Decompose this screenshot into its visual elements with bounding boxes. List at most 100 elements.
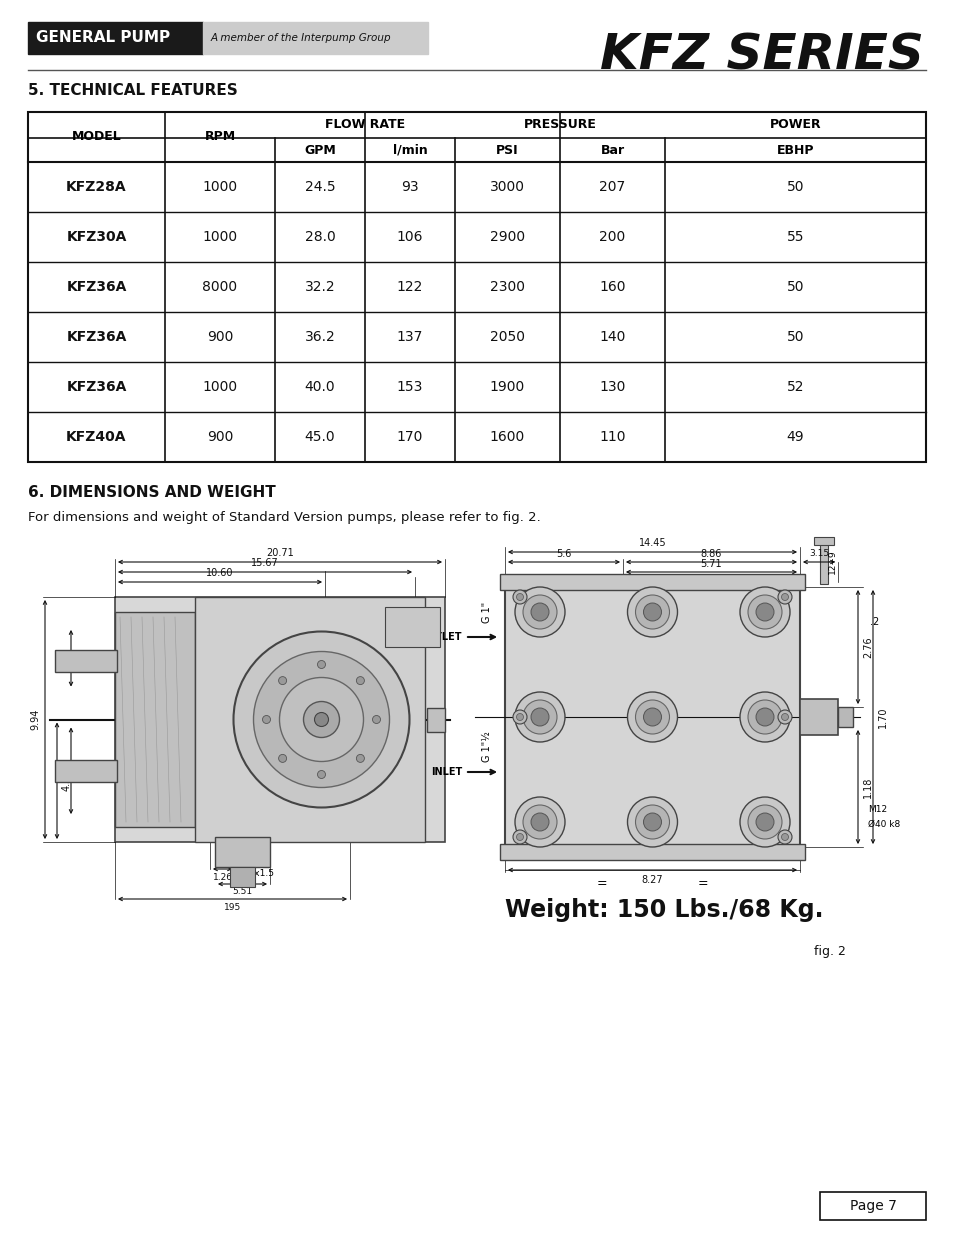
Circle shape	[515, 797, 564, 847]
Circle shape	[755, 603, 773, 621]
Circle shape	[627, 692, 677, 742]
Circle shape	[643, 813, 660, 831]
Text: 15.67: 15.67	[251, 558, 278, 568]
Circle shape	[635, 700, 669, 734]
Text: 3000: 3000	[490, 180, 524, 194]
Text: 52: 52	[786, 380, 803, 394]
Text: Bar: Bar	[599, 143, 624, 157]
Bar	[800, 699, 837, 735]
Text: 93: 93	[401, 180, 418, 194]
Circle shape	[513, 710, 526, 724]
Text: EBHP: EBHP	[776, 143, 814, 157]
Circle shape	[781, 714, 788, 720]
Text: 153: 153	[396, 380, 423, 394]
Text: M12: M12	[867, 805, 886, 815]
Text: 55: 55	[786, 230, 803, 245]
Bar	[813, 537, 833, 545]
Circle shape	[516, 594, 523, 600]
Bar	[203, 22, 428, 54]
Text: 8.27: 8.27	[641, 876, 662, 885]
Circle shape	[279, 678, 363, 762]
Text: 12+9: 12+9	[826, 550, 836, 574]
Circle shape	[522, 805, 557, 839]
Bar	[820, 542, 827, 584]
Bar	[214, 837, 270, 867]
Text: 2300: 2300	[490, 280, 524, 294]
Text: 50: 50	[786, 280, 803, 294]
Text: Page 7: Page 7	[849, 1199, 896, 1213]
Circle shape	[356, 755, 364, 762]
Bar	[55, 650, 117, 672]
Circle shape	[643, 603, 660, 621]
Text: KFZ36A: KFZ36A	[67, 380, 127, 394]
Circle shape	[740, 692, 789, 742]
Circle shape	[262, 715, 271, 724]
Circle shape	[317, 661, 325, 668]
Circle shape	[516, 714, 523, 720]
Text: 200: 200	[598, 230, 625, 245]
Circle shape	[513, 830, 526, 844]
Text: 2.52: 2.52	[76, 647, 86, 669]
Text: A member of the Interpump Group: A member of the Interpump Group	[211, 33, 392, 43]
Text: 1000: 1000	[202, 380, 237, 394]
Text: 14.45: 14.45	[638, 538, 665, 548]
Text: 3.15: 3.15	[808, 550, 828, 558]
Bar	[427, 708, 444, 731]
Text: 900: 900	[207, 430, 233, 445]
Text: POWER: POWER	[769, 119, 821, 131]
Circle shape	[755, 813, 773, 831]
Circle shape	[513, 590, 526, 604]
Bar	[837, 706, 852, 727]
Text: 36.2: 36.2	[304, 330, 335, 345]
Text: Weight: 150 Lbs./68 Kg.: Weight: 150 Lbs./68 Kg.	[504, 898, 822, 923]
Text: GPM: GPM	[304, 143, 335, 157]
Circle shape	[531, 603, 548, 621]
Text: 50: 50	[786, 180, 803, 194]
Text: 2050: 2050	[490, 330, 524, 345]
Text: 130: 130	[598, 380, 625, 394]
Text: .2: .2	[869, 618, 879, 627]
Text: M16x1.5: M16x1.5	[235, 869, 274, 878]
Circle shape	[778, 590, 791, 604]
Circle shape	[740, 797, 789, 847]
Circle shape	[747, 700, 781, 734]
Bar	[55, 760, 117, 782]
Circle shape	[303, 701, 339, 737]
Circle shape	[778, 830, 791, 844]
Text: 137: 137	[396, 330, 423, 345]
Bar	[28, 112, 925, 462]
Bar	[28, 22, 203, 54]
Text: 2900: 2900	[490, 230, 524, 245]
Text: KFZ40A: KFZ40A	[66, 430, 127, 445]
Text: For dimensions and weight of Standard Version pumps, please refer to fig. 2.: For dimensions and weight of Standard Ve…	[28, 511, 540, 524]
Text: 9.94: 9.94	[30, 709, 40, 730]
Text: 160: 160	[598, 280, 625, 294]
Text: 10.60: 10.60	[206, 568, 233, 578]
Text: 1600: 1600	[489, 430, 524, 445]
Text: 2.76: 2.76	[862, 636, 872, 658]
Text: 1000: 1000	[202, 180, 237, 194]
Circle shape	[531, 708, 548, 726]
Text: 5.51: 5.51	[233, 888, 253, 897]
Text: 122: 122	[396, 280, 423, 294]
Text: KFZ36A: KFZ36A	[67, 280, 127, 294]
Text: 5.6: 5.6	[556, 550, 571, 559]
Text: =: =	[597, 878, 607, 890]
Text: 20.71: 20.71	[266, 548, 294, 558]
Circle shape	[515, 587, 564, 637]
Text: 49: 49	[786, 430, 803, 445]
Bar	[499, 574, 804, 590]
Text: 110: 110	[598, 430, 625, 445]
Bar	[115, 597, 444, 842]
Circle shape	[314, 713, 328, 726]
Text: 4.33: 4.33	[62, 771, 71, 792]
Text: G 1"½: G 1"½	[481, 731, 492, 762]
Text: fig. 2: fig. 2	[813, 945, 845, 958]
Text: FLOW RATE: FLOW RATE	[325, 119, 405, 131]
Circle shape	[635, 805, 669, 839]
Text: KFZ36A: KFZ36A	[67, 330, 127, 345]
Circle shape	[643, 708, 660, 726]
Text: 106: 106	[396, 230, 423, 245]
Text: PRESSURE: PRESSURE	[523, 119, 596, 131]
Bar	[194, 597, 424, 842]
